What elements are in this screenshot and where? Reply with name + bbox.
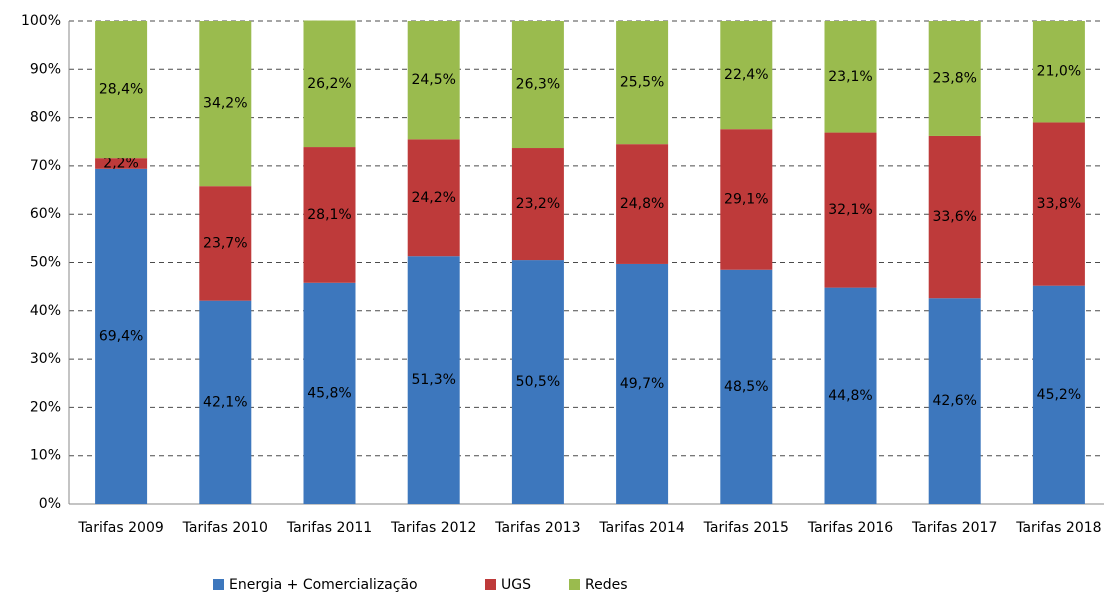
legend-swatch [569, 579, 580, 590]
y-tick-label: 80% [30, 110, 61, 126]
bar-segment [95, 168, 148, 504]
data-label: 51,3% [411, 372, 455, 388]
data-label: 34,2% [203, 96, 247, 112]
bar-segment [616, 263, 669, 504]
x-tick-label: Tarifas 2014 [598, 520, 684, 536]
x-tick-label: Tarifas 2015 [703, 520, 789, 536]
data-label: 24,5% [411, 72, 455, 88]
bar-segment [199, 186, 252, 301]
bar-segment [511, 21, 564, 149]
data-label: 44,8% [828, 388, 872, 404]
x-tick-label: Tarifas 2018 [1015, 520, 1101, 536]
y-tick-label: 90% [30, 61, 61, 77]
data-label: 28,1% [307, 207, 351, 223]
data-label: 2,2% [103, 155, 139, 171]
x-tick-label: Tarifas 2012 [390, 520, 476, 536]
y-tick-label: 70% [30, 158, 61, 174]
legend-label: Redes [585, 577, 628, 593]
data-label: 45,2% [1037, 387, 1081, 403]
data-label: 24,2% [411, 190, 455, 206]
y-tick-label: 60% [30, 206, 61, 222]
bar-segment [511, 260, 564, 504]
data-label: 50,5% [516, 374, 560, 390]
y-tick-label: 0% [39, 496, 61, 512]
y-tick-label: 10% [30, 448, 61, 464]
bar-segment [303, 282, 356, 504]
bar-segment [824, 287, 877, 504]
legend-label: UGS [501, 577, 531, 593]
data-label: 29,1% [724, 191, 768, 207]
x-tick-label: Tarifas 2010 [182, 520, 268, 536]
bar-segment [720, 129, 773, 270]
data-label: 33,8% [1037, 196, 1081, 212]
data-label: 22,4% [724, 67, 768, 83]
data-label: 25,5% [620, 75, 664, 91]
data-label: 33,6% [932, 209, 976, 225]
bar-segment [303, 20, 356, 148]
bar-segment [199, 300, 252, 504]
bar-segment [720, 21, 773, 130]
y-tick-label: 40% [30, 303, 61, 319]
data-label: 42,6% [932, 393, 976, 409]
y-tick-label: 30% [30, 351, 61, 367]
bar-segment [407, 139, 460, 257]
bar-segment [1032, 122, 1085, 286]
bar-segment [95, 21, 148, 159]
data-label: 23,1% [828, 69, 872, 85]
data-label: 26,2% [307, 76, 351, 92]
bar-segment [95, 158, 148, 169]
bar-segment [616, 144, 669, 264]
y-tick-label: 20% [30, 399, 61, 415]
x-tick-label: Tarifas 2013 [494, 520, 580, 536]
legend-swatch [213, 579, 224, 590]
bar-segment [407, 21, 460, 140]
bar-segment [1032, 21, 1085, 123]
data-label: 69,4% [99, 328, 143, 344]
bar-segment [824, 132, 877, 288]
data-label: 28,4% [99, 82, 143, 98]
bar-segment [199, 21, 252, 187]
data-label: 23,7% [203, 235, 247, 251]
y-tick-label: 50% [30, 255, 61, 271]
data-label: 32,1% [828, 202, 872, 218]
bar-segment [303, 147, 356, 283]
legend-swatch [485, 579, 496, 590]
data-label: 48,5% [724, 379, 768, 395]
bar-segment [720, 269, 773, 504]
x-tick-label: Tarifas 2009 [77, 520, 163, 536]
y-tick-label: 100% [21, 13, 61, 29]
bar-segment [616, 21, 669, 145]
bar-segment [407, 256, 460, 504]
bar-segment [928, 21, 981, 136]
x-tick-label: Tarifas 2011 [286, 520, 372, 536]
data-label: 21,0% [1037, 64, 1081, 80]
data-label: 49,7% [620, 376, 664, 392]
bar-segment [1032, 285, 1085, 504]
data-label: 42,1% [203, 394, 247, 410]
bar-segment [928, 298, 981, 504]
bar-segment [824, 21, 877, 133]
data-label: 23,2% [516, 196, 560, 212]
data-label: 24,8% [620, 196, 664, 212]
x-tick-label: Tarifas 2017 [911, 520, 997, 536]
data-label: 45,8% [307, 385, 351, 401]
data-label: 23,8% [932, 70, 976, 86]
bar-segment [511, 148, 564, 261]
x-tick-label: Tarifas 2016 [807, 520, 893, 536]
legend-label: Energia + Comercialização [229, 577, 418, 593]
bar-segment [928, 135, 981, 299]
data-label: 26,3% [516, 77, 560, 93]
